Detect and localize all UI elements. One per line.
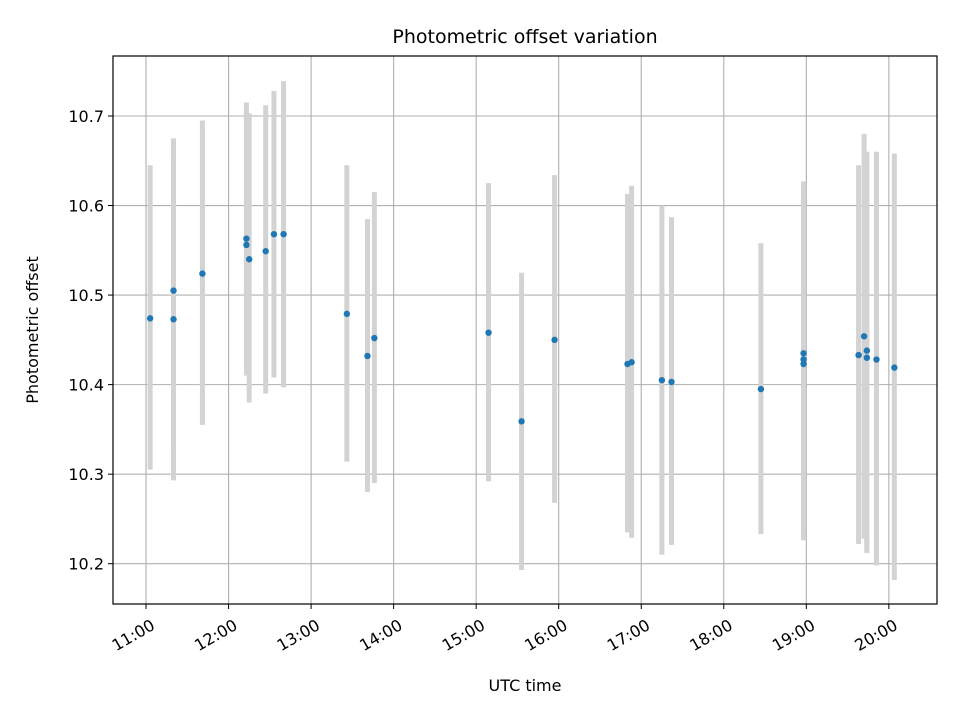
y-tick-label: 10.2	[68, 555, 104, 574]
data-point	[863, 354, 871, 361]
data-point	[551, 336, 558, 344]
data-point	[800, 350, 807, 357]
plot-area	[113, 56, 937, 604]
y-tick-label: 10.7	[68, 107, 104, 126]
data-point	[485, 329, 492, 336]
plot-frame	[112, 55, 938, 605]
data-point	[262, 248, 269, 255]
data-point	[199, 270, 206, 277]
data-point	[371, 334, 378, 342]
data-point	[170, 316, 177, 323]
data-point	[628, 359, 635, 366]
y-tick-label: 10.3	[68, 465, 104, 484]
data-point	[343, 310, 351, 318]
data-point	[658, 376, 666, 384]
data-point	[518, 418, 525, 425]
data-point	[243, 235, 250, 242]
data-point	[855, 351, 862, 359]
data-point	[800, 360, 807, 368]
data-points	[146, 230, 898, 425]
data-point	[270, 230, 278, 238]
data-point	[243, 241, 250, 249]
data-point	[170, 287, 177, 294]
y-axis-ticks: 10.2 10.3 10.4 10.5 10.6 10.7	[68, 107, 113, 574]
data-point	[860, 333, 868, 340]
y-axis-label: Photometric offset	[23, 256, 42, 404]
y-tick-label: 10.5	[68, 286, 104, 305]
data-point	[800, 356, 807, 363]
data-point	[891, 364, 898, 371]
data-point	[757, 385, 765, 393]
data-point	[873, 356, 880, 363]
data-point	[280, 230, 287, 238]
x-axis-label: UTC time	[489, 676, 562, 695]
data-point	[863, 347, 871, 354]
chart-title: Photometric offset variation	[392, 26, 657, 48]
data-point	[245, 256, 253, 263]
data-point	[364, 352, 371, 360]
data-point	[668, 378, 675, 386]
data-point	[146, 315, 154, 322]
y-tick-label: 10.6	[68, 197, 104, 216]
y-tick-label: 10.4	[68, 376, 104, 395]
